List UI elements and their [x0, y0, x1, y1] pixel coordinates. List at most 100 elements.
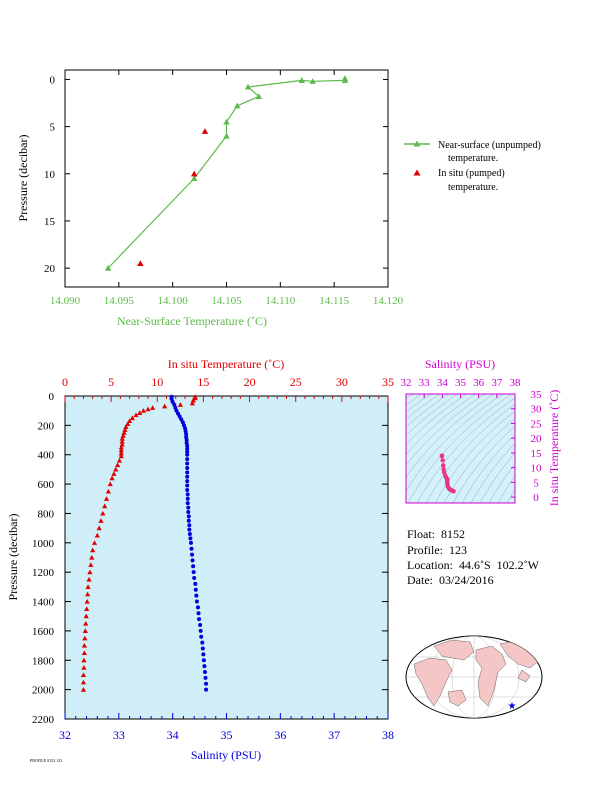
temperature-point [189, 400, 195, 406]
top-data-point [191, 170, 198, 177]
profile-y-tick-label: 400 [38, 450, 55, 462]
top-x-tick-label: 10 [151, 375, 163, 389]
profile-y-tick-label: 2200 [32, 714, 55, 726]
ts-y-tick-label: 35 [531, 389, 543, 401]
temperature-point [83, 613, 89, 619]
location-label: Location: 44.6˚S 102.2˚W [407, 558, 539, 572]
top-data-point [137, 260, 144, 266]
ts-x-tick-label: 35 [455, 377, 467, 389]
density-contour [506, 489, 515, 503]
temperature-point [177, 402, 183, 407]
profile-y-tick-label: 2000 [32, 685, 55, 697]
ts-y-tick-label: 30 [531, 404, 543, 416]
top-y-tick-label: 5 [50, 122, 56, 134]
top-series [104, 75, 349, 271]
legend-label-red-2: temperature. [448, 182, 498, 193]
salinity-point [179, 417, 184, 422]
salinity-point [185, 479, 190, 484]
float-label: Float: 8152 [407, 527, 466, 541]
profile-ticks: 32 33 34 35 36 37 38 0 5 10 15 20 25 30 35 0 200 400 600 80… [32, 375, 394, 742]
salinity-point [185, 465, 190, 470]
salinity-point [196, 611, 201, 616]
top-y-ticks: 0 5 10 15 20 [44, 74, 388, 275]
salinity-point [193, 587, 198, 592]
ts-ticks: 32 33 34 35 36 37 38 0 5 10 15 20 25 30 35 [401, 377, 543, 504]
ts-x-tick-label: 36 [473, 377, 485, 389]
temperature-point [118, 450, 124, 456]
temperature-point [150, 405, 156, 410]
ts-x-tick-label: 32 [401, 377, 412, 389]
top-x-tick-label: 35 [382, 375, 394, 389]
salinity-point [189, 546, 194, 551]
salinity-point [190, 552, 195, 557]
salinity-point [200, 646, 205, 651]
density-contour [512, 380, 612, 511]
top-data-point [234, 102, 241, 109]
profile-y-tick-label: 1200 [32, 567, 55, 579]
date-label: Date: 03/24/2016 [407, 573, 494, 587]
bottom-x-tick-label: 36 [274, 728, 286, 742]
top-data-point [201, 128, 209, 134]
temperature-point [81, 642, 87, 648]
temperature-point [120, 433, 126, 438]
top-y-label: Pressure (decibar) [16, 135, 30, 222]
salinity-point [201, 652, 206, 657]
salinity-point [186, 509, 191, 514]
temperature-point [125, 421, 131, 426]
top-x-tick-label: 25 [290, 375, 302, 389]
legend-label-green-2: temperature. [448, 153, 498, 164]
legend-label-red-1: In situ (pumped) [438, 168, 505, 179]
top-x-tick-label: 14.115 [319, 295, 349, 307]
salinity-point [201, 658, 206, 663]
temperature-point [90, 547, 96, 553]
profile-series [80, 394, 209, 692]
temperature-point [115, 462, 121, 468]
top-x-tick-label: 30 [336, 375, 348, 389]
density-contour [407, 394, 513, 503]
temperature-point [107, 481, 113, 487]
temperature-point [100, 510, 106, 516]
salinity-point [185, 492, 190, 497]
density-contour [443, 418, 515, 503]
salinity-point [194, 599, 199, 604]
salinity-point [192, 576, 197, 581]
top-x-tick-label: 14.095 [104, 295, 135, 307]
density-contour [416, 397, 515, 503]
temperature-point [98, 518, 104, 523]
salinity-point [198, 628, 203, 633]
salinity-point [204, 687, 209, 692]
salinity-point [194, 593, 199, 598]
salinity-point [185, 443, 190, 448]
legend-marker-green [413, 140, 421, 147]
bottom-x-tick-label: 32 [59, 728, 71, 742]
ts-series [439, 453, 456, 494]
density-contour [434, 410, 515, 503]
temperature-point [80, 672, 87, 678]
profile-y-tick-label: 1800 [32, 655, 55, 667]
top-x-ticks: 14.090 14.095 14.100 14.105 14.110 14.115 14.1… [50, 70, 404, 307]
temperature-point [102, 503, 108, 509]
salinity-point [185, 496, 190, 501]
ts-background [406, 394, 515, 503]
top-x-tick-label: 0 [62, 375, 68, 389]
bottom-x-tick-label: 37 [328, 728, 340, 742]
footer-text: PROFILE 8152 123 [30, 758, 62, 763]
profile-y-tick-label: 1600 [32, 626, 55, 638]
profile-label: Profile: 123 [407, 543, 467, 557]
density-contour [406, 394, 477, 455]
bottom-x-tick-label: 35 [221, 728, 233, 742]
temperature-point [82, 628, 88, 633]
ts-point [441, 463, 446, 468]
temperature-point [123, 424, 129, 429]
temperature-point [162, 403, 168, 409]
top-y-tick-label: 0 [50, 74, 56, 86]
salinity-point [185, 457, 190, 462]
top-data-point [298, 77, 306, 83]
salinity-point [188, 540, 193, 545]
temperature-point [122, 427, 128, 432]
salinity-point [184, 438, 189, 443]
density-contour [461, 434, 515, 503]
temperature-point [129, 415, 135, 421]
temperature-point [116, 458, 123, 463]
